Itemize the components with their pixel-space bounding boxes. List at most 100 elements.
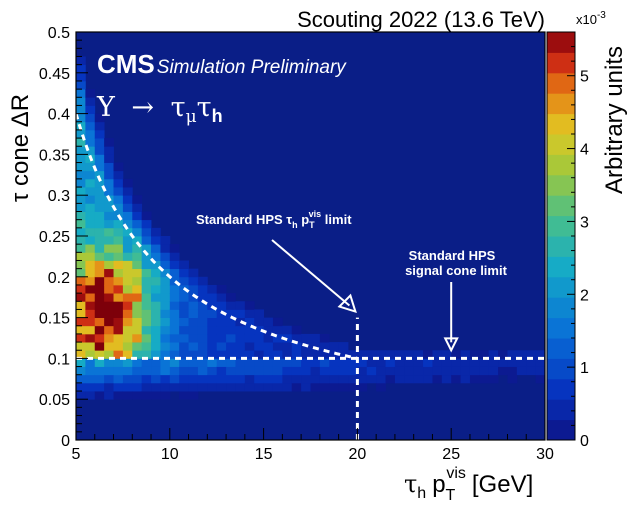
- heatmap-cell: [104, 236, 114, 245]
- heatmap-cell: [432, 374, 443, 384]
- heatmap-cell: [160, 382, 171, 392]
- color-bar-bin: [547, 338, 575, 359]
- heatmap-cell: [169, 268, 180, 278]
- x-tick-label: 15: [255, 446, 273, 463]
- heatmap-cell: [94, 309, 105, 318]
- heatmap-cell: [469, 374, 480, 384]
- heatmap-cell: [226, 317, 236, 327]
- heatmap-cell: [338, 350, 349, 359]
- y-tick-label: 0.45: [39, 66, 70, 83]
- heatmap-cell: [160, 374, 171, 384]
- heatmap-cell: [132, 350, 143, 359]
- heatmap-cell: [319, 382, 330, 392]
- heatmap-cell: [104, 227, 114, 237]
- heatmap-cell: [113, 333, 124, 343]
- heatmap-cell: [197, 382, 208, 392]
- heatmap-cell: [151, 276, 161, 286]
- heatmap-cell: [244, 350, 255, 359]
- heatmap-cell: [94, 195, 105, 204]
- heatmap-cell: [85, 219, 96, 229]
- heatmap-cell: [235, 309, 246, 318]
- heatmap-cell: [423, 350, 433, 359]
- heatmap-cell: [76, 138, 86, 147]
- heatmap-cell: [441, 350, 452, 359]
- heatmap-cell: [404, 350, 415, 359]
- heatmap-cell: [282, 342, 293, 351]
- heatmap-cell: [179, 333, 189, 343]
- heatmap-cell: [85, 252, 96, 261]
- heatmap-cell: [329, 382, 340, 392]
- heatmap-cell: [122, 342, 133, 351]
- heatmap-cell: [169, 252, 180, 261]
- heatmap-cell: [282, 374, 293, 384]
- heatmap-cell: [160, 284, 171, 294]
- color-bar-scale: x10-3: [576, 10, 606, 27]
- heatmap-cell: [254, 317, 264, 327]
- heatmap-cell: [76, 56, 86, 66]
- heatmap-cell: [432, 358, 443, 367]
- heatmap-cell: [85, 129, 96, 139]
- heatmap-cell: [329, 374, 340, 384]
- heatmap-cell: [366, 374, 377, 384]
- heatmap-cell: [207, 374, 218, 384]
- heatmap-cell: [151, 350, 161, 359]
- heatmap-cell: [76, 219, 86, 229]
- heatmap-cell: [469, 366, 480, 376]
- color-bar-bin: [547, 317, 575, 339]
- heatmap-cell: [413, 358, 424, 367]
- cms-label: CMS Simulation Preliminary: [97, 49, 347, 79]
- heatmap-cell: [160, 317, 171, 327]
- heatmap-cell: [113, 342, 124, 351]
- heatmap-cell: [357, 382, 368, 392]
- color-bar-bin: [547, 236, 575, 257]
- heatmap-cell: [254, 325, 264, 335]
- heatmap-cell: [76, 195, 86, 204]
- heatmap-cell: [94, 211, 105, 221]
- heatmap-cell: [226, 301, 236, 310]
- heatmap-cell: [151, 309, 161, 318]
- heatmap-cell: [104, 358, 114, 367]
- heatmap-cell: [207, 358, 218, 367]
- heatmap-cell: [113, 244, 124, 253]
- hps-limit-lines: [74, 113, 545, 440]
- heatmap-cell: [94, 129, 105, 139]
- cone-limit-label-line2: signal cone limit: [405, 263, 508, 278]
- pt-limit-arrow: [271, 239, 351, 307]
- heatmap-cell: [235, 382, 246, 392]
- heatmap-cell: [254, 350, 264, 359]
- heatmap-cell: [104, 382, 114, 392]
- heatmap-cell: [94, 325, 105, 335]
- heatmap-cell: [113, 284, 124, 294]
- heatmap-cell: [460, 350, 471, 359]
- heatmap-cell: [357, 358, 368, 367]
- heatmap-cell: [132, 317, 143, 327]
- heatmap-cell: [291, 350, 302, 359]
- heatmap-cell: [113, 382, 124, 392]
- heatmap-cell: [104, 187, 114, 196]
- heatmap-cell: [141, 325, 152, 335]
- heatmap-cell: [460, 374, 471, 384]
- heatmap-cell: [291, 374, 302, 384]
- heatmap-cell: [94, 227, 105, 237]
- heatmap-cell: [207, 350, 218, 359]
- heatmap-cell: [338, 382, 349, 392]
- heatmap-cell: [113, 203, 124, 212]
- heatmap-cell: [254, 309, 264, 318]
- heatmap-cell: [104, 325, 114, 335]
- z-axis-label: Arbitrary units: [601, 46, 628, 194]
- heatmap-cell: [169, 244, 180, 253]
- heatmap-cell: [85, 260, 96, 270]
- process-label: Υ → τμτh: [96, 92, 223, 127]
- heatmap-cell: [310, 358, 321, 367]
- heatmap-cell: [76, 268, 86, 278]
- heatmap-cell: [160, 350, 171, 359]
- heatmap-cell: [235, 301, 246, 310]
- z-tick-label: 3: [580, 214, 589, 231]
- heatmap-cell: [132, 227, 143, 237]
- heatmap-cell: [132, 309, 143, 318]
- heatmap-cell: [226, 382, 236, 392]
- heatmap-cell: [76, 178, 86, 188]
- heatmap-cell: [460, 358, 471, 367]
- heatmap-cell: [460, 366, 471, 376]
- heatmap-cell: [160, 260, 171, 270]
